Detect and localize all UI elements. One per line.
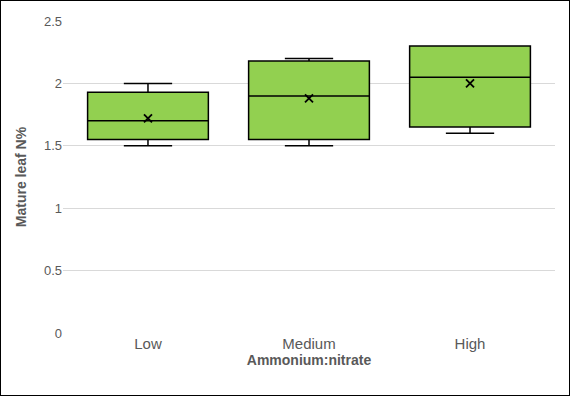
svg-text:Medium: Medium [282, 335, 335, 352]
svg-text:1: 1 [55, 201, 62, 216]
svg-text:2: 2 [55, 76, 62, 91]
svg-text:High: High [455, 335, 486, 352]
svg-text:0: 0 [55, 326, 62, 341]
svg-text:Ammonium:nitrate: Ammonium:nitrate [247, 352, 372, 368]
svg-text:0.5: 0.5 [44, 263, 62, 278]
svg-text:Low: Low [134, 335, 162, 352]
svg-text:2.5: 2.5 [44, 14, 62, 29]
svg-text:1.5: 1.5 [44, 138, 62, 153]
svg-text:Mature leaf N%: Mature leaf N% [13, 126, 29, 227]
